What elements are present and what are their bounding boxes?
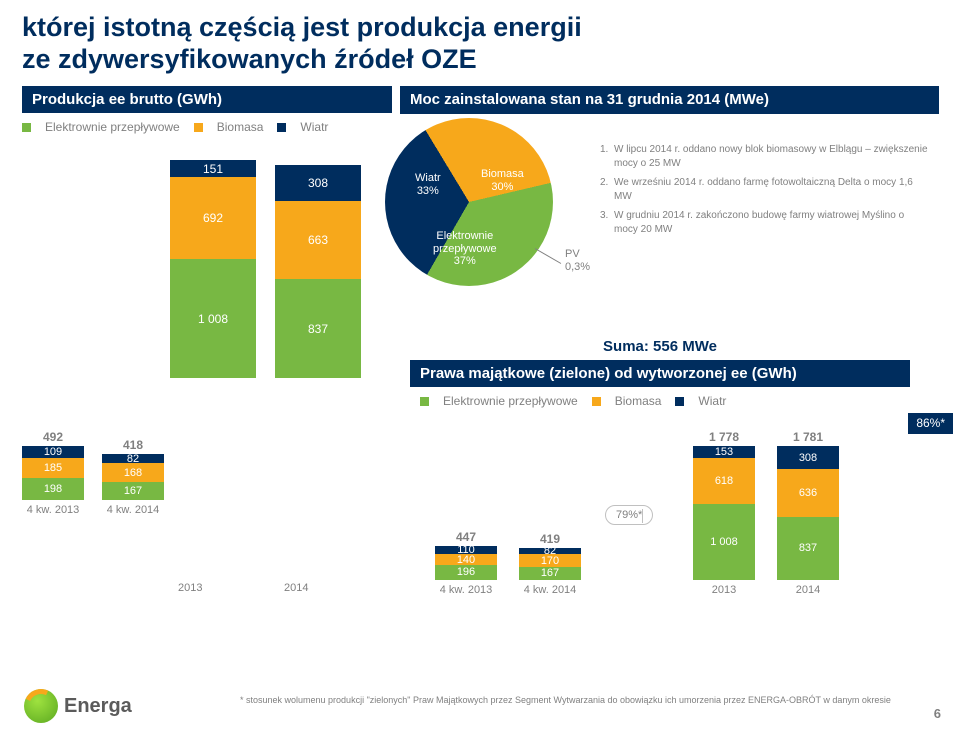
axis-label: 4 kw. 2013 [440,584,493,596]
bar-segment: 185 [22,458,84,478]
bar-total: 418 [102,438,164,452]
bar-segment: 196 [435,565,497,580]
slide-title: której istotną częścią jest produkcja en… [0,0,959,80]
legend-item: Biomasa [592,394,662,408]
pv-label: PV0,3% [565,248,590,273]
logo-icon [24,689,58,723]
stacked-bar: 16717082 [519,548,581,579]
bar-segment: 692 [170,177,256,259]
bar-segment: 837 [777,517,839,580]
bar-total: 419 [519,532,581,546]
bar-segment: 618 [693,458,755,504]
bar-total: 492 [22,430,84,444]
legend-item: Elektrownie przepływowe [22,120,180,134]
bar-segment: 153 [693,446,755,457]
pie-slice-label: Elektrownieprzepływowe37% [433,230,497,268]
bar-total: 1 778 [693,430,755,444]
notes-list: 1.W lipcu 2014 r. oddano nowy blok bioma… [600,143,930,242]
bar-segment: 109 [22,446,84,458]
bar-segment: 1 008 [170,259,256,378]
bar-total: 1 781 [777,430,839,444]
logo-text: Energa [64,695,132,718]
bar-segment: 636 [777,469,839,517]
suma-label: Suma: 556 MWe [410,338,910,355]
bar-segment: 663 [275,201,361,279]
bar-segment: 82 [102,454,164,463]
bottom-legend: Elektrownie przepływowe Biomasa Wiatr [420,392,920,418]
axis-label: 2013 [712,584,736,596]
pie-slice-label: Wiatr33% [415,172,441,197]
bar-segment: 167 [102,482,164,500]
right-band: Moc zainstalowana stan na 31 grudnia 201… [400,86,939,114]
legend-item: Wiatr [675,394,726,408]
bar-segment: 198 [22,478,84,500]
page-number: 6 [934,706,941,721]
axis-label: 2014 [796,584,820,596]
bar-segment: 170 [519,554,581,567]
stacked-bar: 196140110 [435,546,497,579]
stacked-bar: 198185109 [22,446,84,500]
axis-2014: 2014 [284,582,308,594]
stacked-bar: 837636308 [777,446,839,580]
bar-segment: 167 [519,567,581,580]
axis-label: 4 kw. 2014 [524,584,577,596]
badge-86: 86%* [908,413,953,434]
note-item: 1.W lipcu 2014 r. oddano nowy blok bioma… [600,143,930,170]
bar-total: 447 [435,530,497,544]
stacked-bar: 1 0086921511 851 [170,0,256,378]
footnote: * stosunek wolumenu produkcji "zielonych… [0,693,930,705]
bottom-band: Prawa majątkowe (zielone) od wytworzonej… [410,360,910,387]
bar-segment: 168 [102,463,164,481]
stacked-bar: 8376633081 808 [275,0,361,378]
note-item: 2.We wrześniu 2014 r. oddano farmę fotow… [600,176,930,203]
left-small-bars: 492 198185109 4 kw. 2013 418 16716882 4 kw. 2… [22,430,164,516]
bar-segment: 140 [435,554,497,565]
balloon-79: 79%* [605,505,653,525]
pie-slice-label: Biomasa30% [481,168,524,193]
note-item: 3.W grudniu 2014 r. zakończono budowę fa… [600,209,930,236]
axis-label: 4 kw. 2013 [27,504,80,516]
bar-segment: 308 [275,165,361,201]
stacked-bar: 16716882 [102,454,164,500]
left-main-bars: 1 0086921511 8518376633081 808 [170,158,390,378]
legend-item: Elektrownie przepływowe [420,394,578,408]
bar-segment: 837 [275,279,361,378]
pie-chart: Wiatr33% Biomasa30% Elektrownieprzepływowe… [385,118,553,286]
logo: Energa [24,689,132,723]
axis-2013: 2013 [178,582,202,594]
bar-segment: 308 [777,446,839,469]
stacked-bar: 1 008618153 [693,446,755,579]
axis-label: 4 kw. 2014 [107,504,160,516]
bar-segment: 1 008 [693,504,755,580]
bar-segment: 151 [170,160,256,178]
